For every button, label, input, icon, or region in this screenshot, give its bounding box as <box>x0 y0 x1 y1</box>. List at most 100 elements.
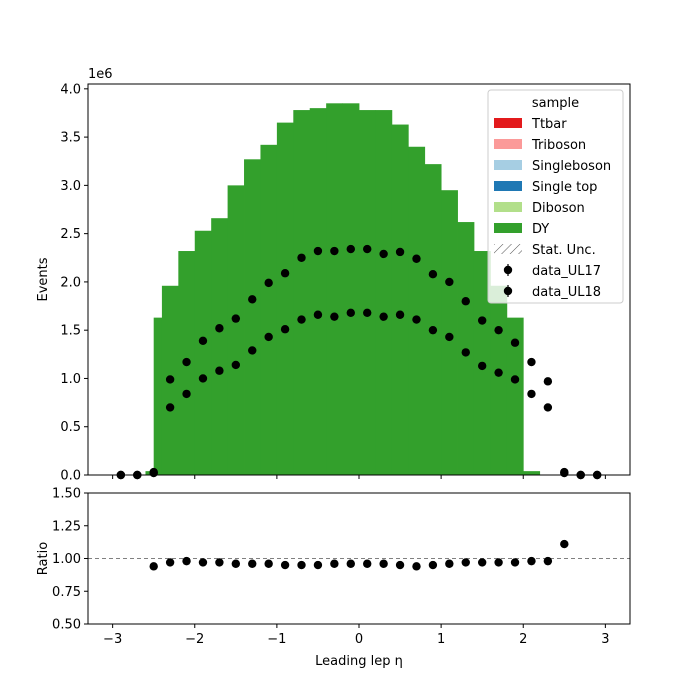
legend-label: Single top <box>532 180 597 195</box>
ratio-point <box>560 539 569 549</box>
ratio-y-tick-label: 1.00 <box>52 552 81 567</box>
ratio-y-tick-label: 1.50 <box>52 487 81 502</box>
ratio-point <box>280 560 290 570</box>
data-point-data-ul17 <box>264 332 273 342</box>
data-point-data-ul17 <box>182 389 191 399</box>
legend-marker <box>503 265 513 275</box>
data-point-data-ul18 <box>527 357 536 367</box>
data-point-data-ul18 <box>363 244 372 254</box>
ratio-point <box>527 556 536 566</box>
data-point-data-ul17 <box>165 403 175 412</box>
data-point-data-ul17 <box>231 360 241 370</box>
data-point-data-ul17 <box>510 375 520 384</box>
ratio-point <box>363 559 372 568</box>
legend-label: data_UL18 <box>532 285 601 300</box>
data-point-data-ul18 <box>543 377 553 386</box>
hist-bar-dy <box>375 110 393 476</box>
legend-label: Diboson <box>532 201 585 216</box>
hist-bar-dy <box>227 185 245 476</box>
data-point-data-ul18 <box>395 247 405 257</box>
data-point-data-ul18 <box>412 254 421 263</box>
ratio-y-tick-label: 0.75 <box>52 585 81 600</box>
hist-bar-dy <box>490 285 508 475</box>
data-point-data-ul18 <box>461 297 470 306</box>
legend-label: Singleboson <box>532 159 611 174</box>
legend-swatch <box>494 202 522 212</box>
data-point-data-ul18 <box>445 277 454 287</box>
hist-bar-dy <box>276 122 294 476</box>
ratio-point <box>379 559 388 568</box>
main-panel: 0.0 0.5 1.0 1.5 2.0 2.5 3.0 3.5 4.0 1e6 Events <box>36 67 631 484</box>
x-tick-label: −1 <box>267 632 286 647</box>
x-tick-label: 0 <box>355 632 363 647</box>
hist-bar-dy <box>153 317 163 475</box>
hist-bar-dy <box>211 218 229 475</box>
data-point-data-ul18 <box>280 269 290 278</box>
x-tick-label: 2 <box>519 632 527 647</box>
hist-bar-dy <box>194 230 212 475</box>
x-tick-label: 3 <box>601 632 609 647</box>
ratio-y-tick-label: 1.25 <box>52 519 81 534</box>
data-point-data-ul18 <box>264 278 273 288</box>
data-point-data-ul17 <box>477 361 487 371</box>
ratio-point <box>461 558 470 567</box>
data-point-data-ul18 <box>330 246 339 256</box>
y-tick-label: 0.5 <box>60 420 81 435</box>
hist-bar-dy <box>326 103 343 475</box>
legend-swatch <box>494 118 522 128</box>
x-tick-label: −2 <box>185 632 204 647</box>
legend-swatch <box>494 160 522 170</box>
legend-label: data_UL17 <box>532 264 601 279</box>
data-point-data-ul18 <box>313 246 323 256</box>
ratio-point <box>165 558 175 567</box>
legend-swatch <box>494 139 522 149</box>
legend-hatch-swatch <box>494 244 522 254</box>
data-point-data-ul17 <box>395 310 405 319</box>
data-point-data-ul17 <box>494 368 503 377</box>
data-point-data-ul17 <box>346 308 355 318</box>
data-point-data-ul18 <box>428 269 438 279</box>
x-tick-label: 1 <box>437 632 445 647</box>
ratio-point <box>510 558 520 567</box>
legend-title: sample <box>532 96 579 111</box>
data-point-data-ul18 <box>510 338 520 347</box>
data-point-data-ul17 <box>280 325 290 334</box>
data-point-data-ul17 <box>428 325 438 335</box>
data-point-data-ul18 <box>560 468 569 478</box>
hist-bar-dy <box>342 103 360 475</box>
ratio-point <box>477 558 487 567</box>
ratio-point <box>395 560 405 570</box>
y-tick-label: 0.0 <box>60 469 81 484</box>
ratio-point <box>543 556 553 566</box>
y-tick-label: 4.0 <box>60 82 81 97</box>
data-point-data-ul17 <box>198 374 208 383</box>
data-point-data-ul17 <box>248 346 257 355</box>
ratio-y-axis-label: Ratio <box>36 542 51 575</box>
data-point-data-ul17 <box>379 312 388 321</box>
x-axis-label: Leading lep η <box>315 654 403 669</box>
legend-marker <box>503 286 513 296</box>
hist-bar-dy <box>441 190 458 476</box>
data-point-data-ul18 <box>149 468 158 478</box>
y-tick-label: 1.5 <box>60 324 81 339</box>
data-point-data-ul18 <box>165 375 175 384</box>
data-point-data-ul17 <box>363 308 372 318</box>
hist-bar-dy <box>391 124 409 475</box>
ratio-point <box>494 558 503 567</box>
y-tick-label: 3.5 <box>60 131 81 146</box>
y-tick-label: 3.0 <box>60 179 81 194</box>
data-point-data-ul17 <box>461 348 470 357</box>
legend-label: Triboson <box>531 138 586 153</box>
hist-bar-dy <box>408 146 426 475</box>
y-axis-label: Events <box>36 257 51 301</box>
ratio-point <box>313 560 323 570</box>
data-point-data-ul17 <box>313 310 323 319</box>
hist-bar-dy <box>293 110 311 476</box>
y-offset-label: 1e6 <box>88 67 113 82</box>
ratio-point <box>264 559 273 568</box>
ratio-point <box>231 559 241 568</box>
x-tick-label: −3 <box>103 632 122 647</box>
legend-label: Ttbar <box>531 117 567 132</box>
ratio-point <box>445 559 454 568</box>
